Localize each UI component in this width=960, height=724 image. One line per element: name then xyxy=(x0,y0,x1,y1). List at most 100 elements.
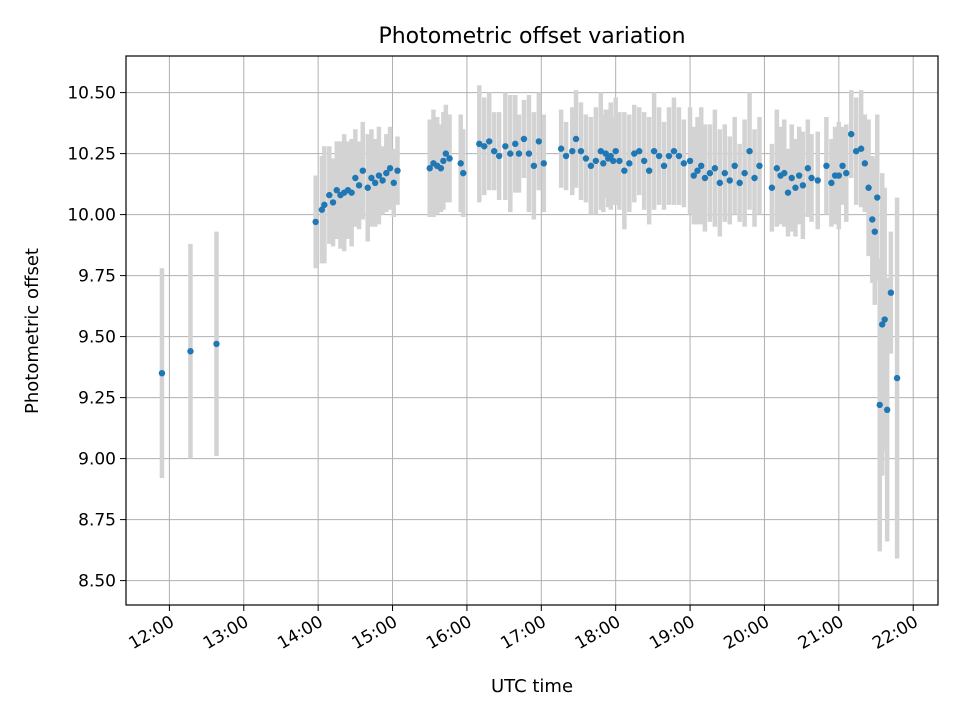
x-tick-label: 19:00 xyxy=(646,612,698,654)
data-point xyxy=(592,157,600,165)
data-point xyxy=(616,157,623,165)
data-point xyxy=(440,157,447,165)
data-point xyxy=(355,182,363,189)
data-point xyxy=(784,189,792,196)
data-point xyxy=(535,138,543,145)
chart-title: Photometric offset variation xyxy=(378,24,685,49)
data-point xyxy=(835,172,843,179)
data-point xyxy=(507,150,514,157)
data-point xyxy=(486,138,493,145)
data-point xyxy=(481,143,488,150)
data-point xyxy=(525,150,533,157)
data-point xyxy=(792,184,799,191)
data-point xyxy=(726,177,733,184)
data-point xyxy=(158,370,166,377)
data-point xyxy=(476,140,483,148)
data-point xyxy=(741,169,748,177)
data-point xyxy=(375,172,383,179)
data-point xyxy=(706,169,714,177)
data-point xyxy=(437,165,445,172)
data-point xyxy=(852,147,860,155)
x-tick-label: 18:00 xyxy=(572,612,624,654)
data-point xyxy=(701,174,709,182)
data-point xyxy=(515,150,523,157)
data-point xyxy=(879,321,886,328)
data-point xyxy=(390,179,397,187)
data-point xyxy=(383,169,390,177)
data-point xyxy=(746,147,753,155)
x-tick-label: 14:00 xyxy=(274,612,326,654)
x-tick-label: 15:00 xyxy=(349,612,401,654)
y-tick-label: 9.75 xyxy=(78,267,116,287)
data-point xyxy=(540,160,547,167)
x-tick-label: 13:00 xyxy=(200,612,252,654)
data-point xyxy=(426,165,433,172)
data-point xyxy=(731,162,738,169)
data-point xyxy=(490,147,498,155)
data-point xyxy=(512,140,519,148)
data-point xyxy=(495,152,503,160)
data-point xyxy=(861,160,869,167)
data-point xyxy=(869,216,876,223)
x-tick-label: 21:00 xyxy=(795,612,847,654)
data-point xyxy=(773,165,781,172)
data-point xyxy=(459,169,467,177)
data-point xyxy=(655,152,663,160)
y-tick-label: 10.25 xyxy=(67,145,116,165)
data-point xyxy=(569,147,576,155)
data-point xyxy=(736,179,743,187)
data-point xyxy=(457,160,464,167)
data-point xyxy=(326,191,333,199)
data-point xyxy=(607,152,614,160)
data-point xyxy=(698,162,705,169)
data-point xyxy=(587,162,595,169)
x-tick-label: 12:00 xyxy=(125,612,177,654)
data-point xyxy=(795,172,803,179)
y-tick-label: 9.25 xyxy=(78,389,116,409)
data-point xyxy=(828,179,835,187)
data-point xyxy=(530,162,538,169)
data-point xyxy=(751,174,758,182)
data-point xyxy=(394,167,401,174)
data-point xyxy=(781,169,788,177)
data-point xyxy=(814,177,821,184)
data-point xyxy=(442,150,450,157)
data-point xyxy=(577,147,585,155)
data-point xyxy=(799,182,807,189)
data-point xyxy=(621,167,628,174)
data-point xyxy=(582,155,590,162)
data-point xyxy=(808,174,815,182)
data-point xyxy=(839,162,846,169)
x-tick-label: 20:00 xyxy=(721,612,773,654)
data-point xyxy=(883,406,891,413)
data-point xyxy=(721,169,728,177)
y-tick-label: 9.50 xyxy=(78,328,116,348)
data-point xyxy=(881,316,888,323)
x-tick-label: 16:00 xyxy=(423,612,475,654)
data-point xyxy=(843,169,850,177)
data-point xyxy=(597,147,605,155)
data-point xyxy=(562,152,570,160)
x-tick-label: 22:00 xyxy=(869,612,921,654)
data-point xyxy=(680,160,688,167)
data-point xyxy=(876,401,883,409)
y-tick-label: 8.50 xyxy=(78,572,116,592)
data-point xyxy=(379,177,386,184)
data-point xyxy=(640,157,648,165)
data-point xyxy=(368,174,375,182)
data-point xyxy=(364,184,371,191)
data-point xyxy=(768,184,776,191)
data-point xyxy=(874,194,881,201)
data-point xyxy=(318,206,326,213)
data-point xyxy=(348,189,355,196)
data-point xyxy=(823,162,830,169)
data-point xyxy=(446,155,453,162)
data-point xyxy=(626,160,633,167)
data-point xyxy=(352,174,359,182)
data-point xyxy=(187,348,194,355)
data-point xyxy=(716,179,724,187)
data-point xyxy=(804,165,812,172)
data-point xyxy=(386,165,394,172)
data-point xyxy=(686,157,694,165)
